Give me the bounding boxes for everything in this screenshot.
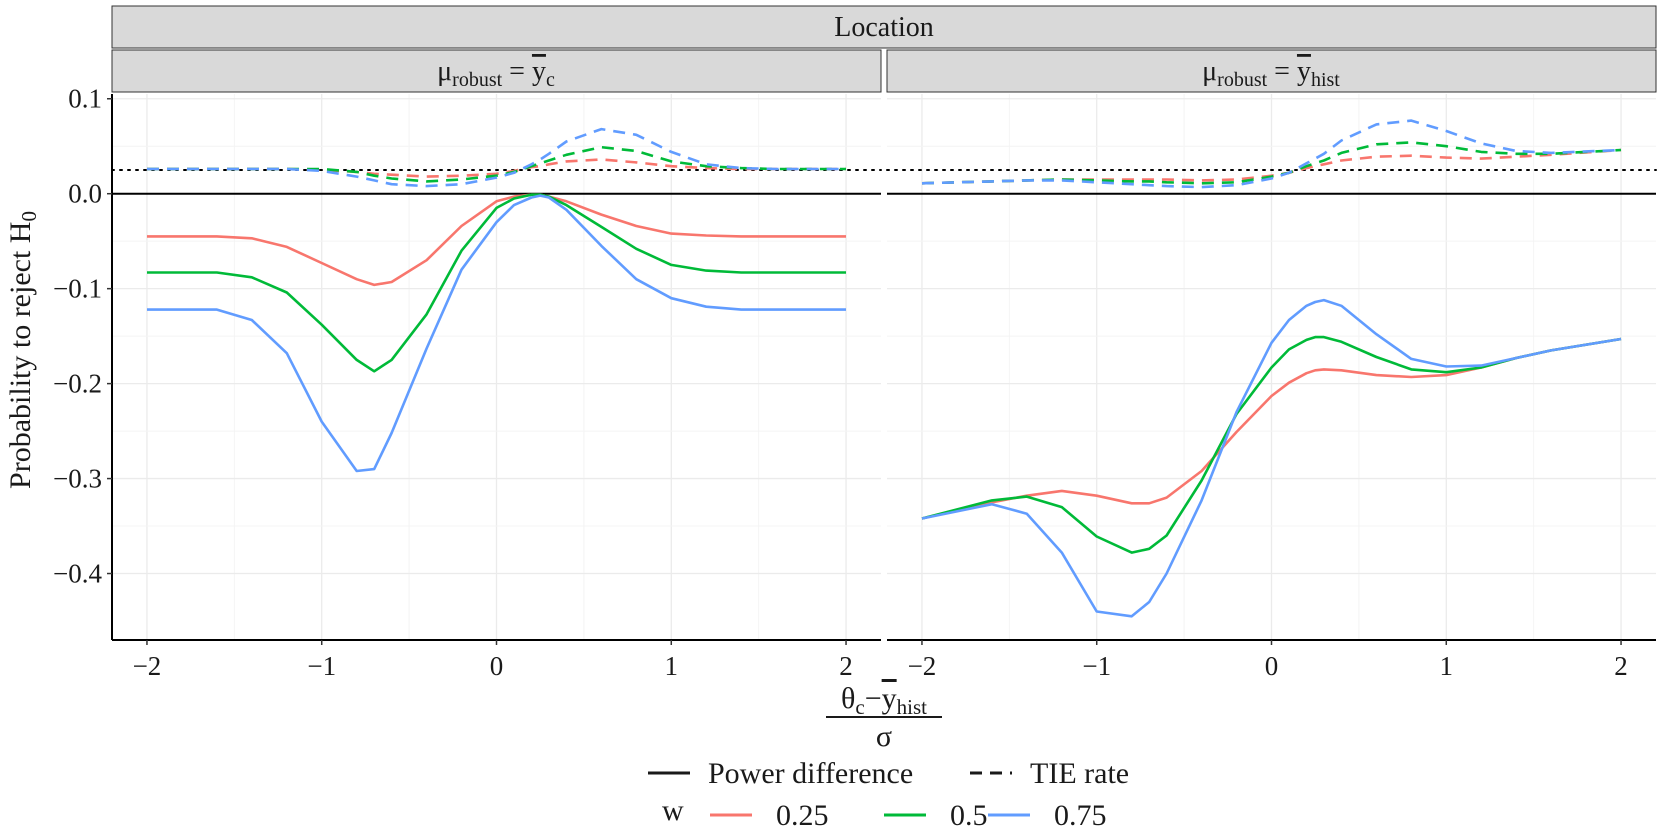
panel-groups bbox=[107, 94, 1657, 645]
panel-2 bbox=[886, 94, 1657, 645]
x-axis-label-denominator: σ bbox=[876, 720, 892, 753]
x-tick-label: 2 bbox=[839, 651, 853, 681]
power-difference-line-w-075 bbox=[921, 298, 1622, 618]
power-difference-line-w-025 bbox=[147, 193, 846, 287]
panel-2-strip-label: μrobust = yhist bbox=[1202, 56, 1340, 91]
power-difference-line-w-025 bbox=[921, 337, 1622, 520]
legend: Power difference TIE rate w 0.25 0.5 0.7… bbox=[648, 757, 1129, 830]
legend-label-025: 0.25 bbox=[776, 799, 829, 830]
x-tick-label: 1 bbox=[665, 651, 679, 681]
legend-tie-rate: TIE rate bbox=[1030, 757, 1129, 790]
x-tick-label: −2 bbox=[133, 651, 162, 681]
x-tick-label: −2 bbox=[908, 651, 937, 681]
y-tick-label: 0.0 bbox=[68, 179, 102, 209]
panel-1 bbox=[107, 94, 882, 645]
x-axis-label-numerator: θc−yhist bbox=[841, 682, 927, 719]
legend-power-difference: Power difference bbox=[708, 757, 913, 790]
x-tick-labels: −2 −1 0 1 2 −2 −1 0 1 2 bbox=[133, 651, 1628, 681]
power-difference-line-w-05 bbox=[921, 335, 1622, 554]
x-tick-label: −1 bbox=[1082, 651, 1111, 681]
y-tick-label: −0.3 bbox=[53, 464, 102, 494]
y-tick-labels: 0.1 0.0 −0.1 −0.2 −0.3 −0.4 bbox=[53, 84, 102, 589]
power-difference-line-w-05 bbox=[147, 193, 846, 373]
y-tick-label: 0.1 bbox=[68, 84, 102, 114]
legend-label-075: 0.75 bbox=[1054, 799, 1107, 830]
legend-label-05: 0.5 bbox=[950, 799, 988, 830]
tie-rate-line-w-075 bbox=[147, 127, 846, 188]
tie-rate-line-w-075 bbox=[921, 119, 1622, 189]
legend-color-title: w bbox=[662, 794, 684, 827]
power-difference-line-w-075 bbox=[147, 194, 846, 473]
y-tick-label: −0.2 bbox=[53, 369, 102, 399]
panel-1-strip bbox=[111, 49, 882, 93]
y-axis-label: Probability to reject H0 bbox=[4, 211, 41, 489]
y-tick-label: −0.1 bbox=[53, 274, 102, 304]
x-tick-label: −1 bbox=[307, 651, 336, 681]
panel-2-strip bbox=[886, 49, 1657, 93]
x-tick-label: 0 bbox=[1265, 651, 1279, 681]
top-strip bbox=[111, 5, 1657, 49]
x-tick-label: 0 bbox=[490, 651, 504, 681]
y-tick-label: −0.4 bbox=[53, 559, 102, 589]
panel-1-strip-label: μrobust = yc bbox=[437, 56, 555, 91]
x-tick-label: 2 bbox=[1614, 651, 1628, 681]
x-tick-label: 1 bbox=[1440, 651, 1454, 681]
x-axis-label: θc−yhist σ bbox=[826, 682, 942, 753]
chart-title: Location bbox=[834, 12, 934, 43]
